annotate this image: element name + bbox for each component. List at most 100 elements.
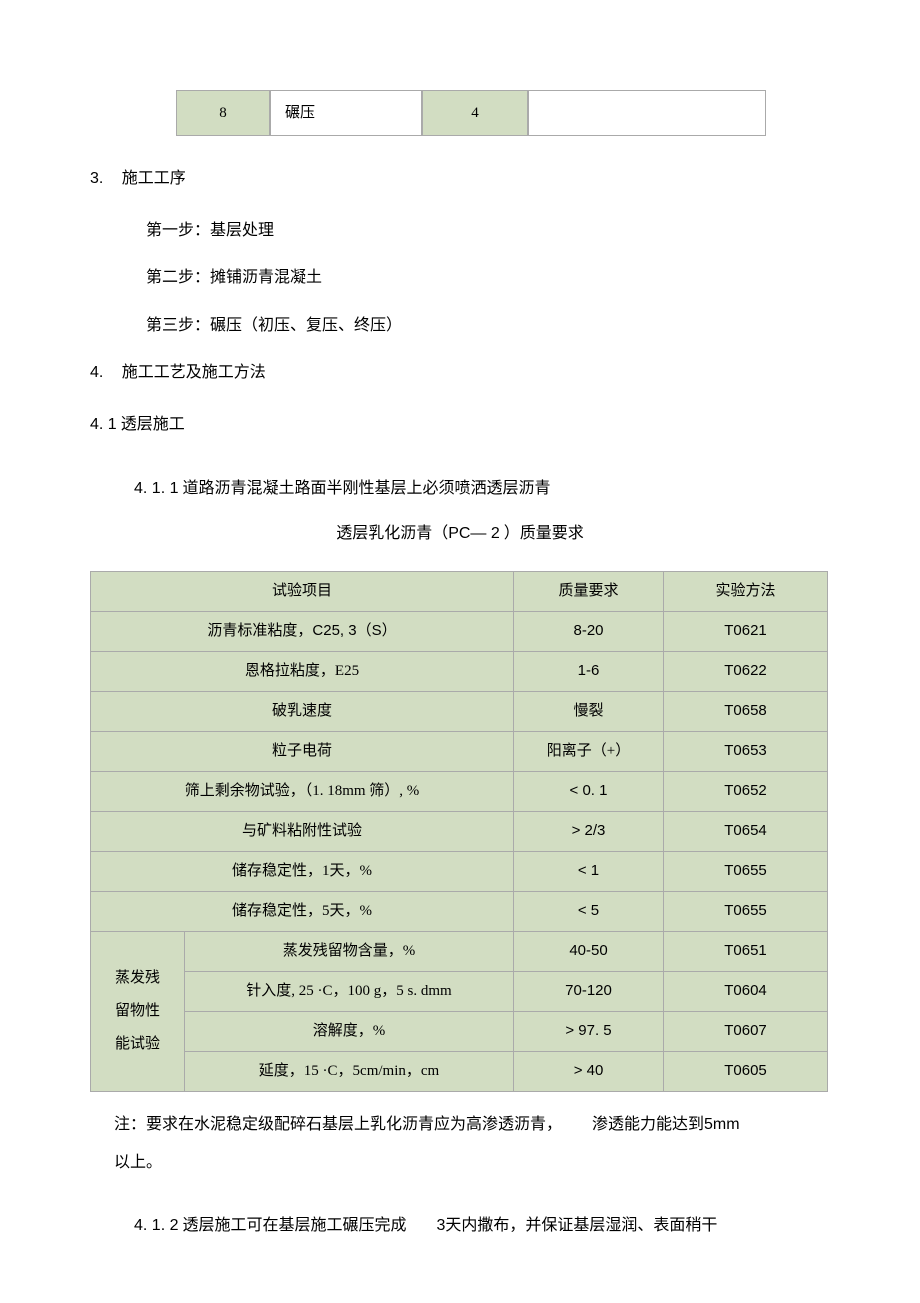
- cell-item-text: 溶解度，%: [313, 1023, 386, 1039]
- table-row: 储存稳定性，5天，% < 5 T0655: [91, 891, 828, 931]
- cell-method-text: T0607: [724, 1022, 767, 1039]
- section-3-title: 施工工序: [122, 170, 186, 187]
- cell-req-text: > 40: [574, 1062, 604, 1079]
- cell-req: > 2/3: [514, 811, 664, 851]
- cell-req-text: < 5: [578, 902, 599, 919]
- table-row: 筛上剩余物试验，（1. 18mm 筛）, % < 0. 1 T0652: [91, 771, 828, 811]
- step-2: 第二步：摊铺沥青混凝土: [146, 265, 830, 291]
- cell-method: T0653: [664, 731, 828, 771]
- top-cell-note: [528, 90, 766, 136]
- cell-method: T0604: [664, 971, 828, 1011]
- cell-req: < 1: [514, 851, 664, 891]
- cell-req-text: < 1: [578, 862, 599, 879]
- cell-item: 沥青标准粘度，C25, 3（S）: [91, 611, 514, 651]
- cell-method: T0607: [664, 1011, 828, 1051]
- cell-req: > 97. 5: [514, 1011, 664, 1051]
- cell-method-text: T0622: [724, 662, 767, 679]
- cell-item-text: 针入度, 25 ·C，100 g，5 s. dmm: [246, 983, 451, 999]
- table-caption: 透层乳化沥青（PC— 2 ）质量要求: [90, 521, 830, 547]
- caption-pre: 透层乳化沥青（: [336, 525, 448, 542]
- para-4-1-2-t1: 透层施工可在基层施工碾压完成: [182, 1217, 406, 1234]
- cell-method: T0621: [664, 611, 828, 651]
- para-4-1-1-text: 道路沥青混凝土路面半刚性基层上必须喷洒透层沥青: [182, 480, 550, 497]
- cell-req-text: > 97. 5: [565, 1022, 611, 1039]
- table-row: 延度，15 ·C，5cm/min，cm > 40 T0605: [91, 1051, 828, 1091]
- cell-req: 慢裂: [514, 691, 664, 731]
- cell-req-text: 40-50: [569, 942, 607, 959]
- paragraph-4-1-2: 4. 1. 2 透层施工可在基层施工碾压完成3天内撒布，并保证基层湿润、表面稍干: [134, 1213, 830, 1239]
- cell-req-text: 1-6: [578, 662, 600, 679]
- cell-req: 1-6: [514, 651, 664, 691]
- group-label-line3: 能试验: [115, 1036, 160, 1052]
- cell-item: 延度，15 ·C，5cm/min，cm: [185, 1051, 514, 1091]
- table-note: 注：要求在水泥稳定级配碎石基层上乳化沥青应为高渗透沥青， 渗透能力能达到5mm 以…: [114, 1106, 830, 1183]
- top-table-row: 8 碾压 4: [176, 90, 766, 136]
- cell-method-text: T0653: [724, 742, 767, 759]
- cell-req-text: > 2/3: [572, 822, 606, 839]
- cell-req: < 0. 1: [514, 771, 664, 811]
- top-cell-count: 4: [422, 90, 528, 136]
- top-cell-index: 8: [176, 90, 270, 136]
- cell-method: T0654: [664, 811, 828, 851]
- cell-req-text: 70-120: [565, 982, 612, 999]
- caption-post: ）质量要求: [500, 525, 584, 542]
- cell-method: T0605: [664, 1051, 828, 1091]
- cell-method-text: T0604: [724, 982, 767, 999]
- cell-method-text: T0621: [724, 622, 767, 639]
- spec-table: 试验项目 质量要求 实验方法 沥青标准粘度，C25, 3（S） 8-20 T06…: [90, 571, 828, 1092]
- table-header-row: 试验项目 质量要求 实验方法: [91, 571, 828, 611]
- cell-item-text: 蒸发残留物含量，%: [283, 943, 416, 959]
- cell-req: < 5: [514, 891, 664, 931]
- cell-req: > 40: [514, 1051, 664, 1091]
- note-mid: 渗透能力能达到: [592, 1116, 704, 1133]
- step-3: 第三步：碾压（初压、复压、终压）: [146, 313, 830, 339]
- table-row: 储存稳定性，1天，% < 1 T0655: [91, 851, 828, 891]
- cell-item: 溶解度，%: [185, 1011, 514, 1051]
- cell-req: 40-50: [514, 931, 664, 971]
- header-method: 实验方法: [664, 571, 828, 611]
- section-4-1-heading: 4. 1 透层施工: [90, 412, 830, 438]
- cell-method: T0622: [664, 651, 828, 691]
- table-row: 溶解度，% > 97. 5 T0607: [91, 1011, 828, 1051]
- table-row: 沥青标准粘度，C25, 3（S） 8-20 T0621: [91, 611, 828, 651]
- cell-item-text: 储存稳定性，1天，%: [232, 863, 372, 879]
- section-4-title: 施工工艺及施工方法: [122, 364, 266, 381]
- top-cell-name: 碾压: [270, 90, 422, 136]
- cell-req: 阳离子（+）: [514, 731, 664, 771]
- cell-item-text: 储存稳定性，5天，%: [232, 903, 372, 919]
- group-label-line2: 留物性: [115, 1003, 160, 1019]
- cell-method-text: T0654: [724, 822, 767, 839]
- group-label: 蒸发残 留物性 能试验: [91, 931, 185, 1091]
- cell-method: T0655: [664, 851, 828, 891]
- table-row: 针入度, 25 ·C，100 g，5 s. dmm 70-120 T0604: [91, 971, 828, 1011]
- cell-item-text: 沥青标准粘度，C25, 3（S）: [207, 622, 396, 639]
- cell-req: 8-20: [514, 611, 664, 651]
- section-3-heading: 3. 施工工序: [90, 166, 830, 192]
- cell-item: 储存稳定性，1天，%: [91, 851, 514, 891]
- para-4-1-1-num: 4. 1. 1: [134, 480, 178, 497]
- cell-req-text: 8-20: [573, 622, 603, 639]
- cell-method-text: T0652: [724, 782, 767, 799]
- table-row: 恩格拉粘度，E25 1-6 T0622: [91, 651, 828, 691]
- cell-item: 与矿料粘附性试验: [91, 811, 514, 851]
- cell-method-text: T0658: [724, 702, 767, 719]
- table-row: 与矿料粘附性试验 > 2/3 T0654: [91, 811, 828, 851]
- cell-req: 70-120: [514, 971, 664, 1011]
- cell-item: 针入度, 25 ·C，100 g，5 s. dmm: [185, 971, 514, 1011]
- note-five: 5mm: [704, 1116, 740, 1133]
- header-req: 质量要求: [514, 571, 664, 611]
- cell-req-text: < 0. 1: [570, 782, 608, 799]
- cell-item: 蒸发残留物含量，%: [185, 931, 514, 971]
- section-4-1-title: 透层施工: [121, 416, 185, 433]
- cell-item: 筛上剩余物试验，（1. 18mm 筛）, %: [91, 771, 514, 811]
- cell-item: 恩格拉粘度，E25: [91, 651, 514, 691]
- cell-method-text: T0655: [724, 902, 767, 919]
- section-4-heading: 4. 施工工艺及施工方法: [90, 360, 830, 386]
- cell-method: T0655: [664, 891, 828, 931]
- para-4-1-2-t2: 天内撒布，并保证基层湿润、表面稍干: [445, 1217, 717, 1234]
- table-row: 粒子电荷 阳离子（+） T0653: [91, 731, 828, 771]
- caption-pc: PC— 2: [448, 525, 500, 542]
- note-pre: 注：要求在水泥稳定级配碎石基层上乳化沥青应为高渗透沥青，: [114, 1116, 562, 1133]
- cell-item: 储存稳定性，5天，%: [91, 891, 514, 931]
- note-post: 以上。: [114, 1154, 162, 1171]
